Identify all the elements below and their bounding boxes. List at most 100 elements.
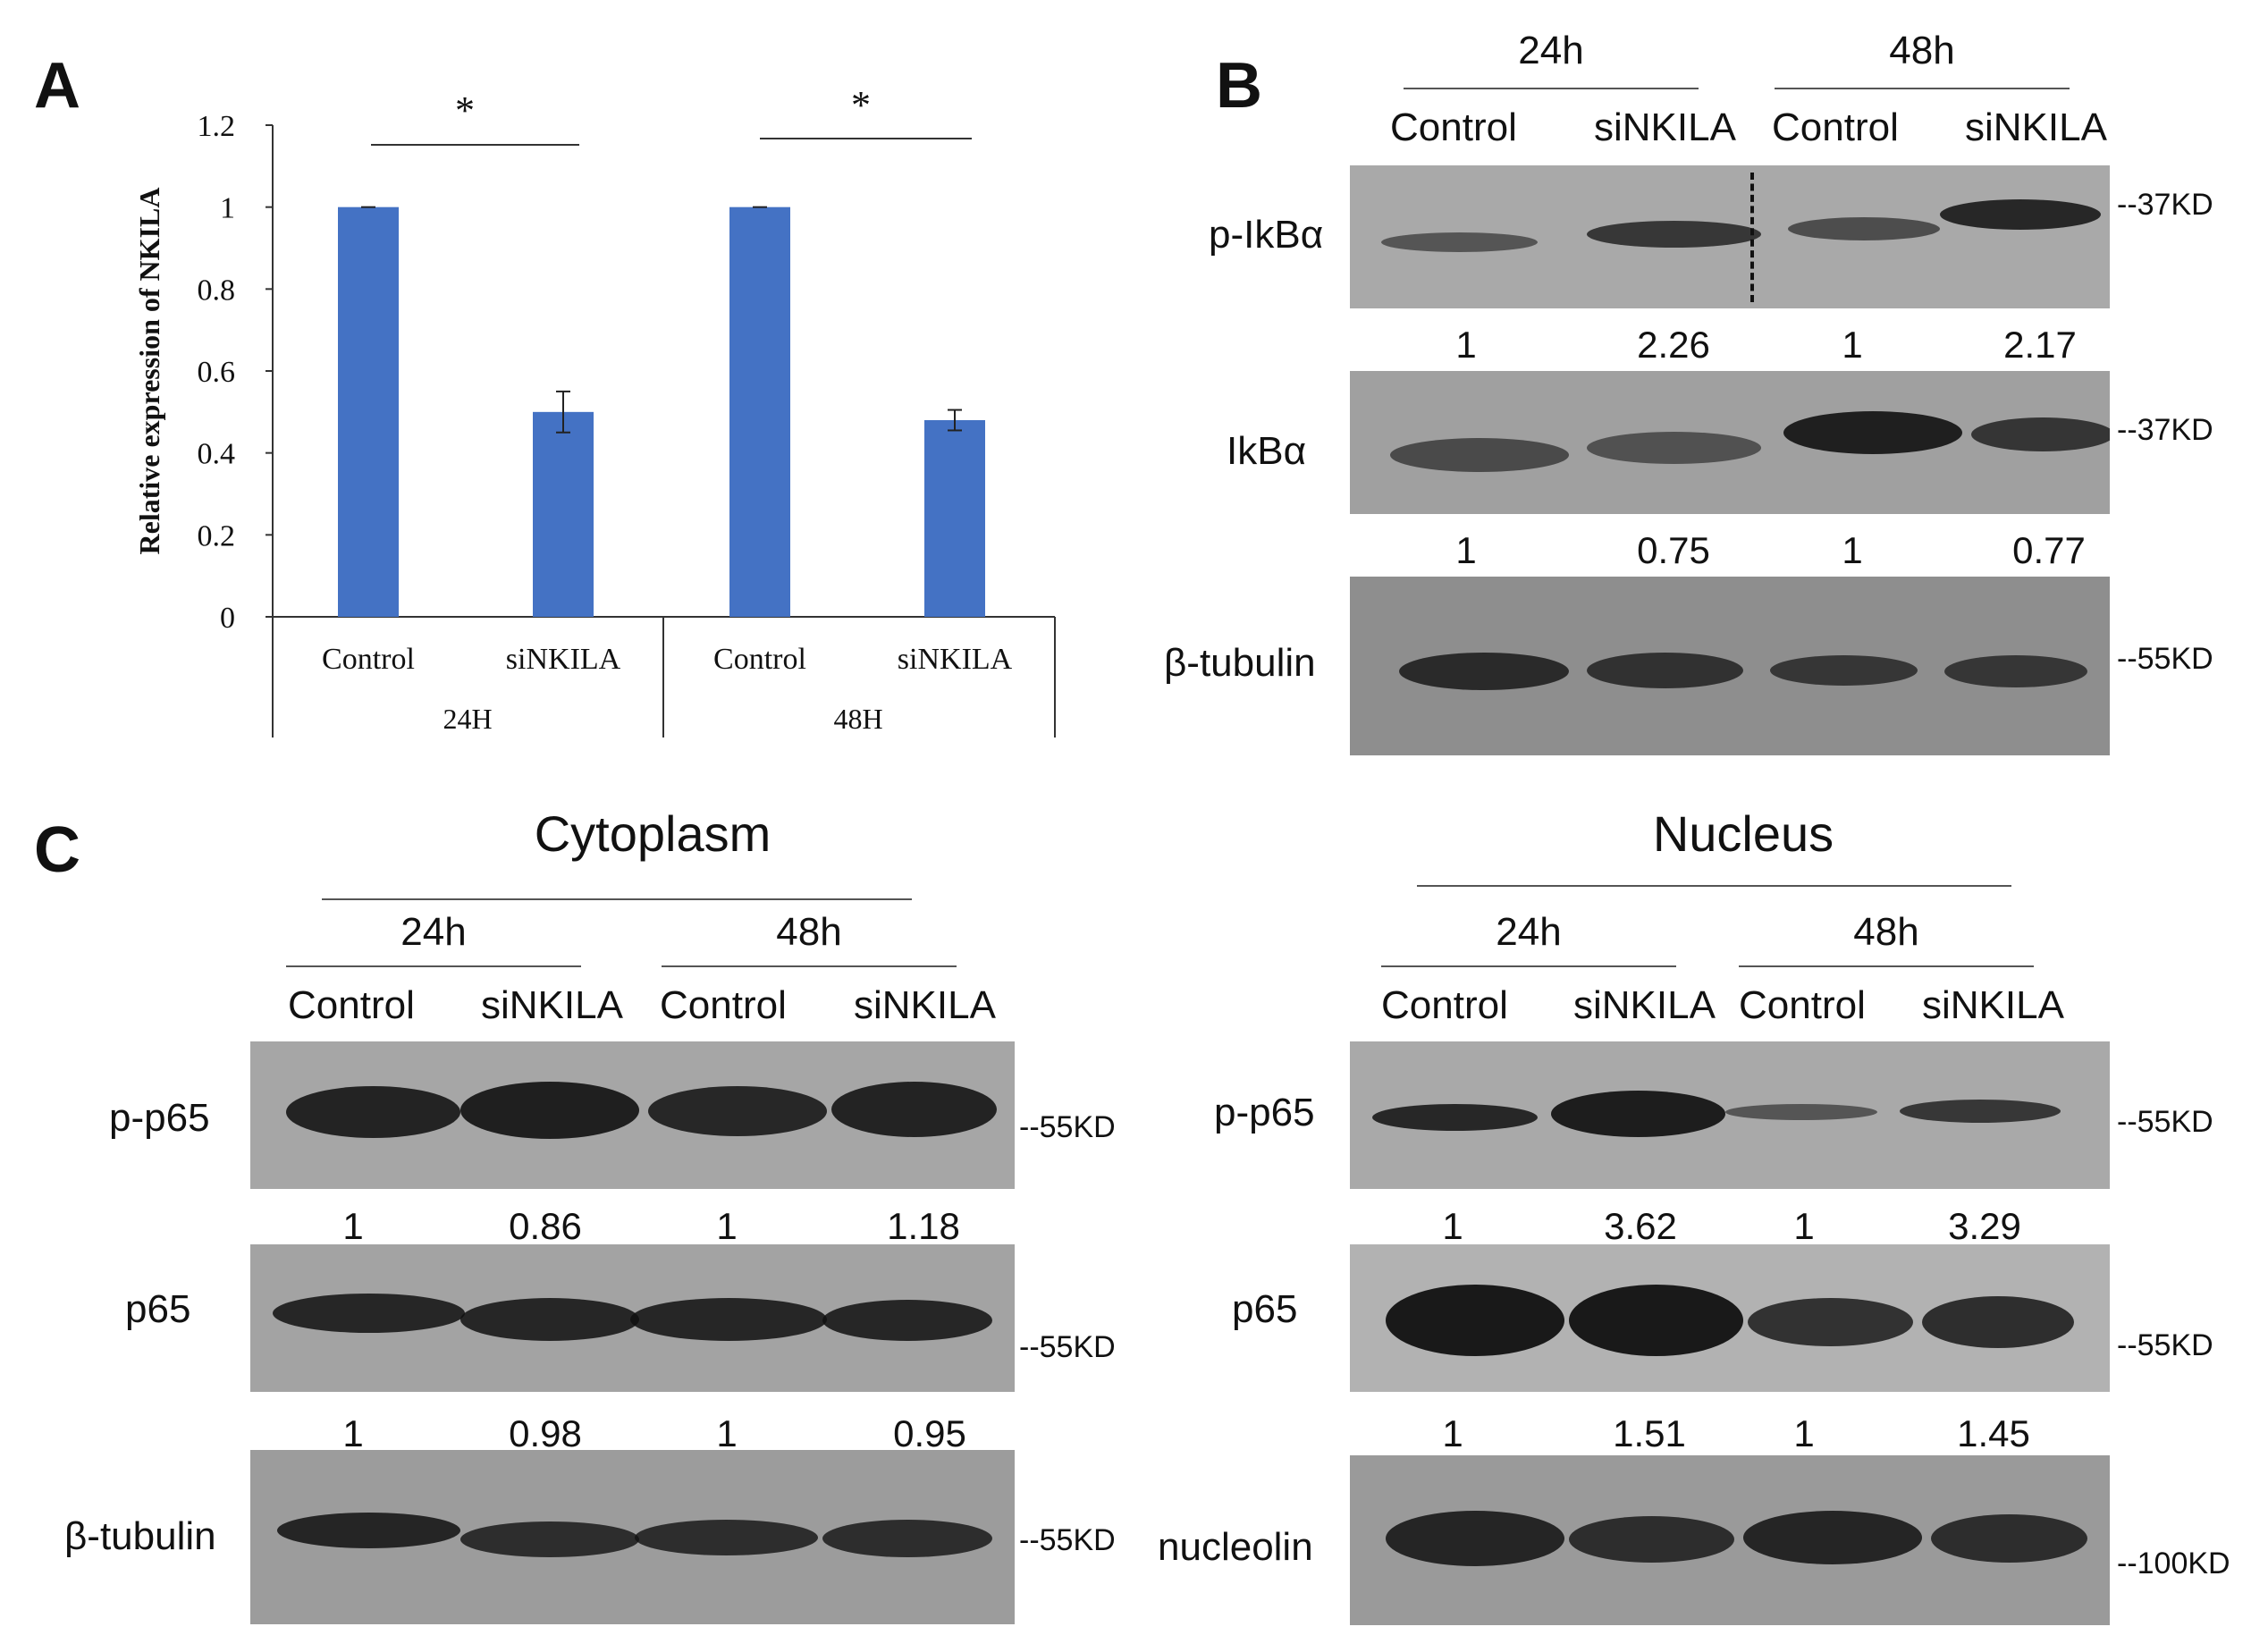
- ratio: 0.95: [893, 1412, 966, 1454]
- ratio: 3.29: [1948, 1205, 2021, 1247]
- blot-cyto-p65: [250, 1244, 1015, 1392]
- band: [1770, 655, 1918, 686]
- blot-nuc-p-p65: [1350, 1041, 2110, 1189]
- ratio: 2.26: [1637, 324, 1710, 366]
- bar: [338, 206, 399, 617]
- time-header-24h: 24h: [400, 910, 467, 954]
- ratio: 0.77: [2012, 529, 2086, 571]
- time-rule-48h: [662, 965, 957, 967]
- time-rule-24h: [286, 965, 581, 967]
- marker-37kd: --37KD: [2117, 413, 2213, 447]
- panel-c-letter: C: [34, 814, 80, 886]
- marker-100kd: --100KD: [2117, 1547, 2230, 1580]
- lane-label: siNKILA: [481, 983, 623, 1027]
- band: [1372, 1104, 1538, 1131]
- band: [1743, 1511, 1922, 1564]
- marker-55kd: --55KD: [2117, 642, 2213, 676]
- band: [1931, 1514, 2087, 1563]
- blot-p-ikba: [1350, 165, 2110, 308]
- band: [1587, 221, 1761, 248]
- band: [1944, 655, 2087, 687]
- y-tick-label: 0.4: [198, 438, 236, 471]
- time-rule-24h: [1381, 965, 1676, 967]
- ratio: 0.75: [1637, 529, 1710, 571]
- y-tick-label: 0.2: [198, 519, 236, 552]
- lane-label: siNKILA: [1965, 105, 2107, 149]
- blot-ikba: [1350, 371, 2110, 514]
- category-label: siNKILA: [506, 643, 621, 676]
- band: [1587, 432, 1761, 464]
- blot-label-p-ikba: p-IkBα: [1209, 213, 1324, 257]
- y-axis-label: Relative expression of NKILA: [133, 188, 165, 555]
- band: [1900, 1100, 2061, 1123]
- band: [1551, 1091, 1725, 1137]
- band: [1569, 1285, 1743, 1356]
- blot-label-nucleolin: nucleolin: [1158, 1525, 1313, 1569]
- time-header-48h: 48h: [776, 910, 842, 954]
- lane-label: Control: [1390, 105, 1517, 149]
- lane-label: siNKILA: [854, 983, 996, 1027]
- time-rule-24h: [1404, 88, 1699, 89]
- lane-label: Control: [1772, 105, 1899, 149]
- band: [1971, 417, 2110, 451]
- band: [1381, 232, 1538, 252]
- band: [1922, 1296, 2074, 1348]
- bar: [533, 411, 594, 617]
- group-label: 24H: [443, 703, 492, 735]
- band: [1386, 1511, 1564, 1566]
- ratio: 1: [1455, 529, 1477, 571]
- marker-55kd: --55KD: [1019, 1330, 1116, 1364]
- band: [635, 1520, 818, 1555]
- group-label: 48H: [833, 703, 882, 735]
- blot-cyto-p-p65: [250, 1041, 1015, 1189]
- ratio: 1: [1442, 1412, 1463, 1454]
- time-rule-48h: [1739, 965, 2034, 967]
- ratio: 1: [1842, 529, 1863, 571]
- band: [277, 1513, 460, 1548]
- ratio: 0.98: [509, 1412, 582, 1454]
- panel-a-letter: A: [34, 50, 80, 122]
- ratio: 1: [716, 1412, 738, 1454]
- blot-label-p-p65: p-p65: [109, 1096, 210, 1140]
- time-header-24h: 24h: [1496, 910, 1562, 954]
- bar: [924, 420, 985, 617]
- ratio: 1: [1793, 1205, 1815, 1247]
- bar: [729, 206, 790, 617]
- significance-marker: *: [851, 83, 871, 127]
- band: [1386, 1285, 1564, 1356]
- marker-55kd: --55KD: [1019, 1110, 1116, 1144]
- band: [1725, 1104, 1877, 1120]
- ratio: 1: [1793, 1412, 1815, 1454]
- blot-label-b-tubulin: β-tubulin: [1164, 641, 1316, 685]
- title-rule: [1417, 885, 2011, 887]
- band: [1783, 411, 1962, 454]
- ratio: 1.18: [887, 1205, 960, 1247]
- band: [1569, 1516, 1734, 1563]
- blot-label-p65: p65: [125, 1287, 191, 1331]
- blot-label-p65: p65: [1232, 1287, 1298, 1331]
- y-tick-label: 1.2: [198, 110, 236, 143]
- band: [1399, 653, 1569, 690]
- ratio: 1.51: [1613, 1412, 1686, 1454]
- band: [648, 1086, 827, 1136]
- ratio: 1: [342, 1205, 364, 1247]
- bar-chart: 0 0.2 0.4 0.6 0.8 1 1.2 Relative expression of …: [133, 83, 1056, 738]
- band: [273, 1294, 465, 1333]
- category-label: siNKILA: [898, 643, 1013, 676]
- lane-label: Control: [1739, 983, 1866, 1027]
- band: [1390, 438, 1569, 472]
- marker-55kd: --55KD: [2117, 1105, 2213, 1139]
- blot-label-b-tubulin: β-tubulin: [64, 1514, 216, 1558]
- marker-55kd: --55KD: [2117, 1328, 2213, 1362]
- ratio: 1.45: [1957, 1412, 2030, 1454]
- band: [1748, 1298, 1913, 1346]
- y-tick-label: 0: [220, 602, 235, 635]
- lane-label: Control: [660, 983, 787, 1027]
- marker-37kd: --37KD: [2117, 188, 2213, 222]
- panel-b-letter: B: [1216, 50, 1262, 122]
- time-header-24h: 24h: [1518, 29, 1584, 72]
- ratio: 1: [716, 1205, 738, 1247]
- band: [822, 1520, 992, 1557]
- y-tick-label: 0.6: [198, 356, 236, 389]
- ratio: 1: [1455, 324, 1477, 366]
